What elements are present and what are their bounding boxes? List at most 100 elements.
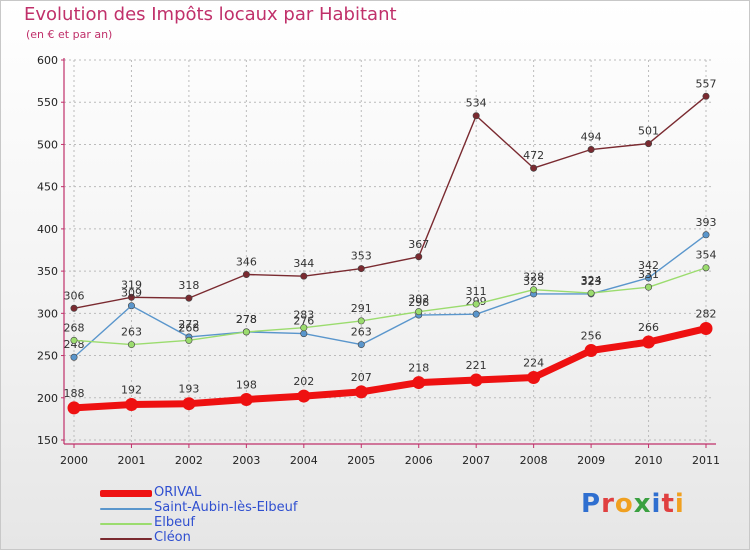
data-label-orival: 256 [581, 329, 602, 342]
y-tick-label: 300 [37, 307, 58, 320]
data-point-elbeuf [70, 336, 78, 344]
series-line-elbeuf [73, 267, 707, 346]
data-point-elbeuf [127, 341, 135, 349]
data-point-cl-on [587, 146, 595, 154]
data-point-cl-on [645, 140, 653, 148]
x-tick-label: 2005 [347, 454, 375, 467]
data-label-cl-on: 472 [523, 149, 544, 162]
x-tick-label: 2004 [290, 454, 318, 467]
data-point-orival [182, 397, 196, 411]
legend-label-elbeuf: Elbeuf [154, 515, 195, 530]
data-label-orival: 192 [121, 384, 142, 397]
data-point-elbeuf [415, 308, 423, 316]
data-label-orival: 198 [236, 378, 257, 391]
data-label-orival: 266 [638, 321, 659, 334]
series-elbeuf: 268 263 268 278 283 291 302 311 328 324 331 354 [64, 249, 717, 349]
x-tick-label: 2007 [462, 454, 490, 467]
series-cl-on: 306 319 318 346 344 353 367 534 472 494 501 557 [64, 77, 717, 312]
data-label-orival: 207 [351, 371, 372, 384]
data-label-saint-aubin-l-s-elbeuf: 393 [696, 216, 717, 229]
data-point-cl-on [70, 304, 78, 312]
data-label-cl-on: 319 [121, 278, 142, 291]
data-label-orival: 218 [408, 362, 429, 375]
series-line-orival [70, 325, 710, 412]
legend-item-saint-aubin: Saint-Aubin-lès-Elbeuf [100, 500, 360, 516]
data-point-saint-aubin-l-s-elbeuf [702, 231, 710, 239]
data-point-orival [124, 398, 138, 412]
data-point-elbeuf [242, 328, 250, 336]
data-point-orival [642, 335, 656, 349]
data-label-elbeuf: 291 [351, 302, 372, 315]
proxiti-logo: Proxiti [581, 489, 685, 519]
y-tick-label: 150 [37, 434, 58, 447]
data-point-saint-aubin-l-s-elbeuf [472, 310, 480, 318]
data-label-cl-on: 557 [696, 77, 717, 90]
data-label-elbeuf: 311 [466, 285, 487, 298]
data-point-orival [699, 322, 713, 336]
legend-swatch-cleon [100, 538, 152, 540]
x-tick-label: 2008 [520, 454, 548, 467]
data-point-saint-aubin-l-s-elbeuf [70, 353, 78, 361]
data-point-orival [584, 343, 598, 357]
logo-letter: o [614, 489, 634, 519]
y-tick-label: 600 [37, 54, 58, 67]
legend-label-orival: ORIVAL [154, 485, 202, 500]
data-label-cl-on: 306 [64, 289, 85, 302]
data-label-orival: 202 [293, 375, 314, 388]
data-point-elbeuf [645, 283, 653, 291]
data-point-saint-aubin-l-s-elbeuf [645, 274, 653, 282]
x-tick-label: 2006 [405, 454, 433, 467]
series-line-saint-aubin-l-s-elbeuf [73, 234, 707, 358]
data-label-cl-on: 346 [236, 255, 257, 268]
data-label-saint-aubin-l-s-elbeuf: 323 [523, 275, 544, 288]
legend-item-cleon: Cléon [100, 530, 360, 546]
data-point-cl-on [415, 253, 423, 261]
legend: ORIVAL Saint-Aubin-lès-Elbeuf Elbeuf Clé… [100, 485, 360, 546]
data-point-elbeuf [357, 317, 365, 325]
data-point-cl-on [127, 293, 135, 301]
data-point-cl-on [300, 272, 308, 280]
data-label-cl-on: 534 [466, 97, 487, 110]
data-point-saint-aubin-l-s-elbeuf [300, 330, 308, 338]
y-tick-label: 450 [37, 181, 58, 194]
data-label-elbeuf: 268 [178, 321, 199, 334]
legend-label-cleon: Cléon [154, 530, 191, 545]
data-label-saint-aubin-l-s-elbeuf: 342 [638, 259, 659, 272]
logo-letter: r [601, 489, 615, 519]
data-point-elbeuf [587, 289, 595, 297]
data-label-elbeuf: 283 [293, 309, 314, 322]
data-point-cl-on [530, 164, 538, 172]
data-label-elbeuf: 302 [408, 293, 429, 306]
x-tick-label: 2009 [577, 454, 605, 467]
data-label-cl-on: 367 [408, 238, 429, 251]
data-label-elbeuf: 331 [638, 268, 659, 281]
data-point-elbeuf [530, 286, 538, 294]
logo-letter: x [633, 489, 652, 519]
data-label-saint-aubin-l-s-elbeuf: 248 [64, 338, 85, 351]
x-tick-label: 2003 [232, 454, 260, 467]
data-point-orival [239, 392, 253, 406]
series-saint-aubin-l-s-elbeuf: 248309272278276263298299323323342393 [64, 216, 717, 361]
data-label-elbeuf: 268 [64, 321, 85, 334]
data-label-orival: 221 [466, 359, 487, 372]
x-tick-label: 2011 [692, 454, 720, 467]
data-label-cl-on: 318 [178, 279, 199, 292]
data-point-elbeuf [300, 324, 308, 332]
data-label-elbeuf: 328 [523, 271, 544, 284]
data-point-orival [354, 385, 368, 399]
data-label-cl-on: 494 [581, 131, 602, 144]
data-point-orival [297, 389, 311, 403]
data-point-cl-on [472, 112, 480, 120]
data-label-elbeuf: 324 [581, 274, 602, 287]
data-point-elbeuf [185, 336, 193, 344]
y-tick-label: 200 [37, 392, 58, 405]
data-label-saint-aubin-l-s-elbeuf: 278 [236, 313, 257, 326]
y-tick-label: 550 [37, 96, 58, 109]
data-point-elbeuf [472, 300, 480, 308]
x-tick-label: 2002 [175, 454, 203, 467]
data-label-cl-on: 344 [293, 257, 314, 270]
data-point-elbeuf [702, 264, 710, 272]
data-point-orival [469, 373, 483, 387]
data-point-cl-on [702, 92, 710, 100]
